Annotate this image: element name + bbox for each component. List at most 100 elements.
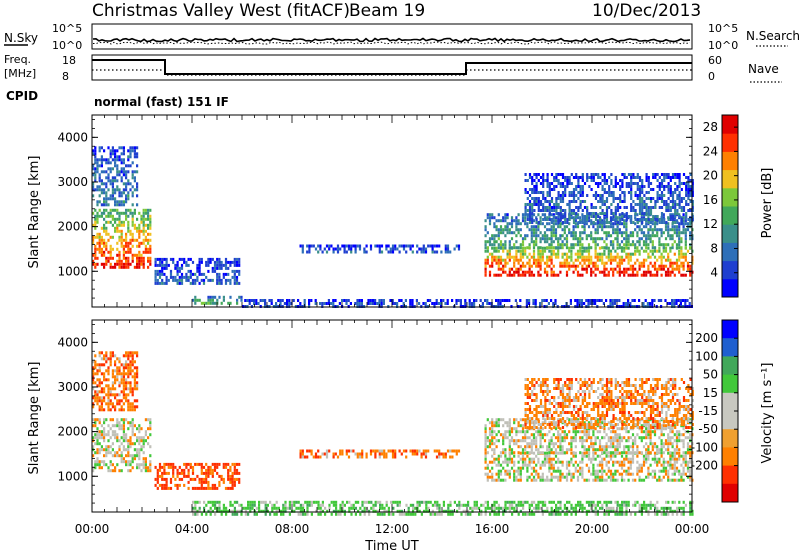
range-cell bbox=[513, 261, 516, 265]
range-cell bbox=[666, 302, 669, 305]
range-cell bbox=[211, 486, 214, 490]
range-cell bbox=[233, 512, 236, 516]
range-cell bbox=[111, 405, 114, 409]
range-cell bbox=[568, 215, 571, 218]
range-cell bbox=[269, 512, 272, 516]
range-cell bbox=[629, 264, 632, 268]
range-cell bbox=[667, 197, 670, 200]
range-cell bbox=[678, 234, 681, 238]
range-cell bbox=[105, 170, 108, 174]
range-cell bbox=[220, 260, 223, 264]
range-cell bbox=[147, 232, 150, 236]
range-cell bbox=[220, 477, 223, 481]
range-cell bbox=[599, 197, 602, 200]
range-cell bbox=[280, 509, 283, 513]
range-cell bbox=[98, 250, 101, 254]
range-cell bbox=[491, 264, 494, 268]
range-cell bbox=[533, 203, 536, 206]
range-cell bbox=[544, 200, 547, 203]
range-cell bbox=[647, 191, 650, 194]
range-cell bbox=[522, 506, 525, 510]
range-cell bbox=[332, 250, 335, 254]
range-cell bbox=[594, 194, 598, 197]
range-cell bbox=[127, 366, 130, 370]
range-cell bbox=[601, 225, 604, 229]
range-cell bbox=[125, 396, 128, 400]
range-cell bbox=[658, 255, 661, 259]
range-cell bbox=[625, 255, 628, 259]
range-cell bbox=[189, 462, 192, 466]
range-cell bbox=[656, 222, 659, 226]
noise-traces bbox=[92, 37, 691, 45]
range-cell bbox=[178, 257, 181, 261]
range-cell bbox=[566, 185, 569, 188]
range-cell bbox=[396, 503, 399, 507]
range-cell bbox=[585, 500, 588, 504]
range-cell bbox=[605, 218, 609, 221]
range-cell bbox=[596, 243, 599, 247]
range-cell bbox=[647, 231, 650, 235]
range-cell bbox=[561, 243, 564, 247]
range-cell bbox=[125, 256, 128, 260]
range-cell bbox=[521, 237, 525, 241]
range-cell bbox=[194, 509, 197, 513]
range-cell bbox=[616, 228, 619, 232]
range-cell bbox=[118, 250, 121, 254]
range-cell bbox=[125, 360, 128, 364]
range-cell bbox=[96, 247, 99, 251]
range-cell bbox=[528, 188, 532, 191]
range-cell bbox=[131, 232, 134, 236]
range-cell bbox=[392, 500, 395, 504]
range-cell bbox=[510, 225, 514, 229]
range-cell bbox=[385, 455, 388, 459]
range-cell bbox=[109, 427, 112, 431]
range-cell bbox=[365, 452, 368, 456]
range-cell bbox=[391, 299, 394, 302]
range-cell bbox=[484, 457, 487, 461]
range-cell bbox=[548, 249, 551, 253]
range-cell bbox=[680, 249, 683, 253]
range-cell bbox=[131, 217, 134, 221]
range-cell bbox=[194, 281, 197, 285]
range-cell bbox=[682, 197, 686, 200]
range-cell bbox=[577, 179, 580, 182]
range-cell bbox=[125, 173, 128, 177]
range-cell bbox=[114, 161, 117, 165]
range-cell bbox=[458, 506, 461, 510]
range-cell bbox=[550, 299, 553, 302]
range-cell bbox=[486, 503, 489, 507]
range-cell bbox=[380, 250, 384, 254]
range-cell bbox=[623, 500, 626, 504]
range-cell bbox=[116, 424, 119, 428]
range-cell bbox=[394, 449, 397, 453]
range-cell bbox=[678, 264, 681, 268]
range-cell bbox=[118, 454, 121, 458]
range-cell bbox=[579, 506, 582, 510]
range-cell bbox=[651, 246, 654, 250]
range-cell bbox=[647, 212, 650, 215]
range-cell bbox=[684, 246, 687, 250]
range-cell bbox=[656, 218, 659, 221]
range-cell bbox=[513, 231, 516, 235]
range-cell bbox=[561, 475, 564, 479]
range-cell bbox=[605, 273, 608, 277]
range-cell bbox=[526, 203, 529, 206]
range-cell bbox=[623, 200, 626, 203]
range-cell bbox=[559, 182, 562, 185]
range-cell bbox=[238, 480, 241, 484]
range-cell bbox=[211, 474, 214, 478]
range-cell bbox=[614, 185, 617, 188]
range-cell bbox=[686, 264, 690, 268]
range-cell bbox=[548, 246, 551, 250]
range-cell bbox=[120, 375, 123, 379]
range-cell bbox=[535, 463, 538, 467]
range-cell bbox=[120, 408, 123, 412]
range-cell bbox=[129, 250, 132, 254]
range-cell bbox=[669, 264, 672, 268]
range-cell bbox=[583, 267, 586, 271]
nave-trace bbox=[92, 69, 692, 76]
range-cell bbox=[568, 209, 571, 212]
range-cell bbox=[616, 206, 620, 209]
range-cell bbox=[109, 235, 112, 239]
range-cell bbox=[676, 188, 679, 191]
